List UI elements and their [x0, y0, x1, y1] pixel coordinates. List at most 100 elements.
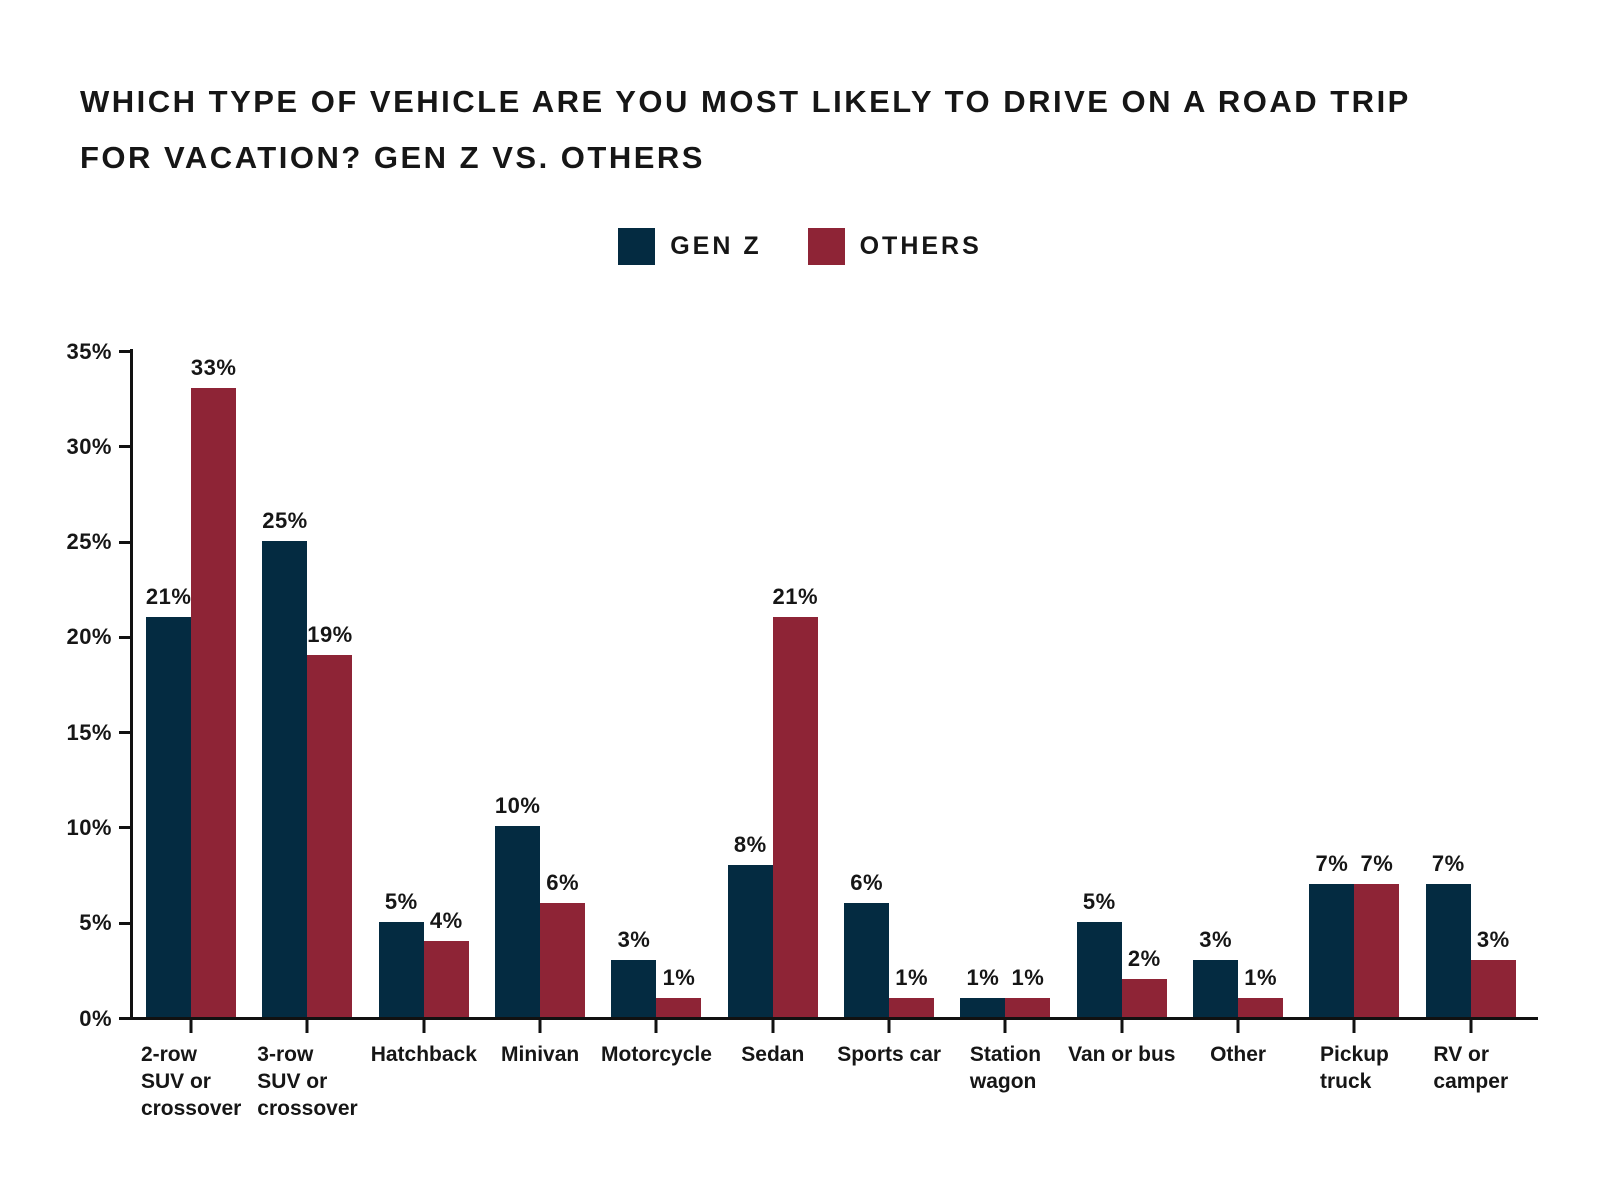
- category-group-station-wagon: 1% 1% Station wagon: [947, 350, 1063, 1093]
- x-axis-tick-pickup-truck: [1352, 1020, 1356, 1033]
- category-group-rv-or-camper: 7% 3% RV or camper: [1413, 350, 1529, 1093]
- category-label-line: Sports car: [837, 1043, 942, 1066]
- x-axis-tick-hatchback: [422, 1020, 426, 1033]
- category-label-line: RV or: [1433, 1043, 1490, 1066]
- category-label-van-or-bus: Van or bus: [1068, 1041, 1175, 1068]
- legend-swatch-gen-z: [618, 228, 656, 265]
- value-label-others-pickup-truck: 7%: [1360, 850, 1394, 876]
- bar-gen-z-sedan: 8%: [727, 832, 773, 1017]
- bar-others-sedan: 21%: [773, 584, 818, 1017]
- chart-title-line1: WHICH TYPE OF VEHICLE ARE YOU MOST LIKEL…: [80, 84, 1411, 119]
- y-axis-label-25: 25%: [66, 529, 112, 555]
- y-axis-label-35: 35%: [66, 338, 112, 364]
- y-axis-tick-5: [119, 921, 131, 925]
- legend-item-others: OTHERS: [807, 228, 982, 265]
- category-label-line: Hatchback: [370, 1043, 477, 1066]
- category-label-line: crossover: [257, 1097, 358, 1120]
- category-label-line: camper: [1433, 1070, 1509, 1093]
- category-label-minivan: Minivan: [501, 1041, 579, 1068]
- bar-others-2-row-suv-or-crossover: 33%: [191, 355, 237, 1017]
- category-label-sedan: Sedan: [741, 1041, 804, 1068]
- category-group-3-row-suv-or-crossover: 25% 19% 3-row SUV or crossover: [249, 350, 365, 1120]
- y-axis-label-0: 0%: [79, 1005, 112, 1031]
- category-group-van-or-bus: 5% 2% Van or bus: [1064, 350, 1180, 1066]
- legend-swatch-others: [807, 228, 845, 265]
- x-axis-line: [119, 1017, 1538, 1020]
- bar-others-sports-car: 1%: [889, 965, 935, 1017]
- category-label-line: SUV or: [140, 1070, 211, 1093]
- x-axis-tick-3-row-suv-or-crossover: [305, 1020, 309, 1033]
- category-group-sports-car: 6% 1% Sports car: [831, 350, 947, 1066]
- x-axis-tick-sports-car: [887, 1020, 891, 1033]
- category-label-pickup-truck: Pickup truck: [1320, 1041, 1389, 1095]
- category-label-line: Minivan: [501, 1043, 580, 1066]
- category-label-line: 3-row: [257, 1043, 314, 1066]
- bar-others-station-wagon: 1%: [1005, 965, 1051, 1017]
- category-label-line: Other: [1210, 1043, 1267, 1066]
- value-label-gen-z-motorcycle: 3%: [617, 926, 651, 952]
- chart-title-line2: FOR VACATION? GEN Z VS. OTHERS: [80, 140, 705, 175]
- value-label-others-2-row-suv-or-crossover: 33%: [190, 355, 237, 381]
- category-label-line: Pickup: [1320, 1043, 1389, 1066]
- y-axis-label-30: 30%: [66, 433, 112, 459]
- category-label-line: Sedan: [741, 1043, 805, 1066]
- bar-gen-z-hatchback: 5%: [378, 889, 424, 1017]
- category-group-minivan: 10% 6% Minivan: [482, 350, 598, 1066]
- value-label-others-hatchback: 4%: [429, 907, 463, 933]
- category-label-line: SUV or: [257, 1070, 328, 1093]
- value-label-others-rv-or-camper: 3%: [1476, 926, 1510, 952]
- bar-others-motorcycle: 1%: [656, 965, 702, 1017]
- x-axis-tick-motorcycle: [654, 1020, 658, 1033]
- bar-gen-z-3-row-suv-or-crossover: 25%: [262, 508, 308, 1017]
- value-label-others-station-wagon: 1%: [1011, 964, 1045, 990]
- category-label-sports-car: Sports car: [837, 1041, 941, 1068]
- bar-gen-z-2-row-suv-or-crossover: 21%: [146, 584, 192, 1017]
- legend-label-gen-z: GEN Z: [670, 232, 762, 260]
- y-axis-tick-10: [119, 826, 131, 830]
- bar-gen-z-pickup-truck: 7%: [1309, 851, 1355, 1017]
- category-label-2-row-suv-or-crossover: 2-row SUV or crossover: [141, 1041, 241, 1122]
- x-axis-tick-station-wagon: [1003, 1020, 1007, 1033]
- category-group-2-row-suv-or-crossover: 21% 33% 2-row SUV or crossover: [133, 350, 249, 1120]
- value-label-others-sedan: 21%: [772, 583, 819, 609]
- bar-gen-z-van-or-bus: 5%: [1076, 889, 1122, 1017]
- legend-item-gen-z: GEN Z: [618, 228, 761, 265]
- value-label-gen-z-other: 3%: [1199, 926, 1233, 952]
- category-label-motorcycle: Motorcycle: [601, 1041, 712, 1068]
- bar-others-3-row-suv-or-crossover: 19%: [307, 622, 353, 1017]
- y-axis-label-15: 15%: [66, 719, 112, 745]
- x-axis-tick-sedan: [771, 1020, 775, 1033]
- category-label-hatchback: Hatchback: [371, 1041, 477, 1068]
- y-axis-tick-35: [119, 350, 131, 353]
- value-label-gen-z-rv-or-camper: 7%: [1431, 850, 1465, 876]
- bar-others-hatchback: 4%: [423, 908, 469, 1017]
- bar-gen-z-sports-car: 6%: [844, 870, 890, 1017]
- x-axis-tick-rv-or-camper: [1469, 1020, 1473, 1033]
- y-axis-label-10: 10%: [66, 814, 112, 840]
- value-label-gen-z-minivan: 10%: [494, 793, 541, 819]
- bar-others-rv-or-camper: 3%: [1470, 927, 1516, 1017]
- bar-others-other: 1%: [1238, 965, 1284, 1017]
- value-label-others-minivan: 6%: [546, 869, 580, 895]
- category-label-line: Station: [969, 1043, 1042, 1066]
- category-group-pickup-truck: 7% 7% Pickup truck: [1296, 350, 1412, 1093]
- bar-others-pickup-truck: 7%: [1354, 851, 1400, 1017]
- y-axis-tick-20: [119, 635, 131, 639]
- category-label-line: Van or bus: [1068, 1043, 1176, 1066]
- value-label-others-sports-car: 1%: [895, 964, 929, 990]
- category-label-line: 2-row: [140, 1043, 197, 1066]
- value-label-gen-z-hatchback: 5%: [384, 888, 418, 914]
- y-axis-label-20: 20%: [66, 624, 112, 650]
- category-label-line: Motorcycle: [601, 1043, 712, 1066]
- category-label-line: crossover: [140, 1097, 242, 1120]
- legend: GEN Z OTHERS: [0, 228, 1600, 265]
- category-group-motorcycle: 3% 1% Motorcycle: [598, 350, 714, 1066]
- x-axis-tick-2-row-suv-or-crossover: [189, 1020, 193, 1033]
- x-axis-tick-other: [1236, 1020, 1240, 1033]
- x-axis-tick-van-or-bus: [1120, 1020, 1124, 1033]
- category-group-sedan: 8% 21% Sedan: [715, 350, 831, 1066]
- value-label-others-other: 1%: [1244, 964, 1278, 990]
- value-label-gen-z-2-row-suv-or-crossover: 21%: [145, 583, 192, 609]
